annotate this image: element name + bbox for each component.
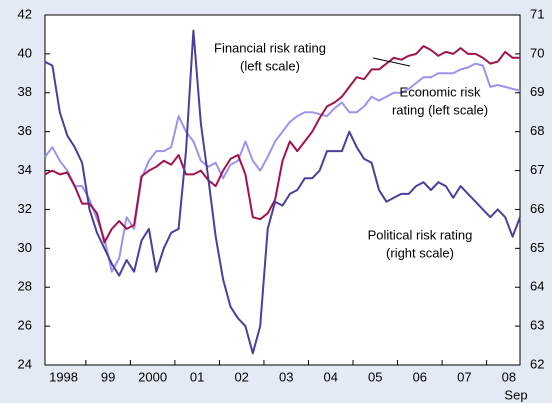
x-tick-label: 99 bbox=[101, 369, 115, 384]
annotation: (left scale) bbox=[240, 58, 300, 73]
annotation: Political risk rating bbox=[368, 227, 473, 242]
x-tick-label: 08 bbox=[502, 369, 516, 384]
y-tick-label: 36 bbox=[18, 123, 32, 138]
y2-tick-label: 68 bbox=[530, 123, 544, 138]
x-tick-label: 1998 bbox=[49, 369, 78, 384]
y-tick-label: 42 bbox=[18, 6, 32, 21]
x-tick-label: 07 bbox=[457, 369, 471, 384]
annotation-arrow bbox=[372, 57, 411, 67]
x-tick-label: 01 bbox=[190, 369, 204, 384]
x-tick-label: 04 bbox=[324, 369, 338, 384]
y2-tick-label: 70 bbox=[530, 45, 544, 60]
x-tick-label: 05 bbox=[368, 369, 382, 384]
annotation: Economic risk bbox=[400, 84, 481, 99]
y2-tick-label: 67 bbox=[530, 162, 544, 177]
y2-tick-label: 71 bbox=[530, 6, 544, 21]
x-tick-label: 2000 bbox=[138, 369, 167, 384]
y2-tick-label: 62 bbox=[530, 356, 544, 371]
y-tick-label: 24 bbox=[18, 356, 32, 371]
x-note: Sep bbox=[504, 387, 527, 402]
annotation: rating (left scale) bbox=[392, 102, 488, 117]
series-line bbox=[44, 45, 520, 244]
y-tick-label: 32 bbox=[18, 201, 32, 216]
y-tick-label: 30 bbox=[18, 240, 32, 255]
y-tick-label: 26 bbox=[18, 318, 32, 333]
series-line bbox=[44, 29, 521, 355]
y-tick-label: 38 bbox=[18, 84, 32, 99]
y-tick-label: 40 bbox=[18, 45, 32, 60]
y2-tick-label: 63 bbox=[530, 318, 544, 333]
y2-tick-label: 66 bbox=[530, 201, 544, 216]
series-line bbox=[44, 62, 521, 273]
x-tick-label: 02 bbox=[234, 369, 248, 384]
annotation: Financial risk rating bbox=[214, 40, 326, 55]
y-tick-label: 34 bbox=[18, 162, 32, 177]
y2-tick-label: 69 bbox=[530, 84, 544, 99]
y-tick-label: 28 bbox=[18, 279, 32, 294]
y2-tick-label: 64 bbox=[530, 279, 544, 294]
y2-tick-label: 65 bbox=[530, 240, 544, 255]
annotation: (right scale) bbox=[386, 245, 454, 260]
x-tick-label: 03 bbox=[279, 369, 293, 384]
x-tick-label: 06 bbox=[413, 369, 427, 384]
